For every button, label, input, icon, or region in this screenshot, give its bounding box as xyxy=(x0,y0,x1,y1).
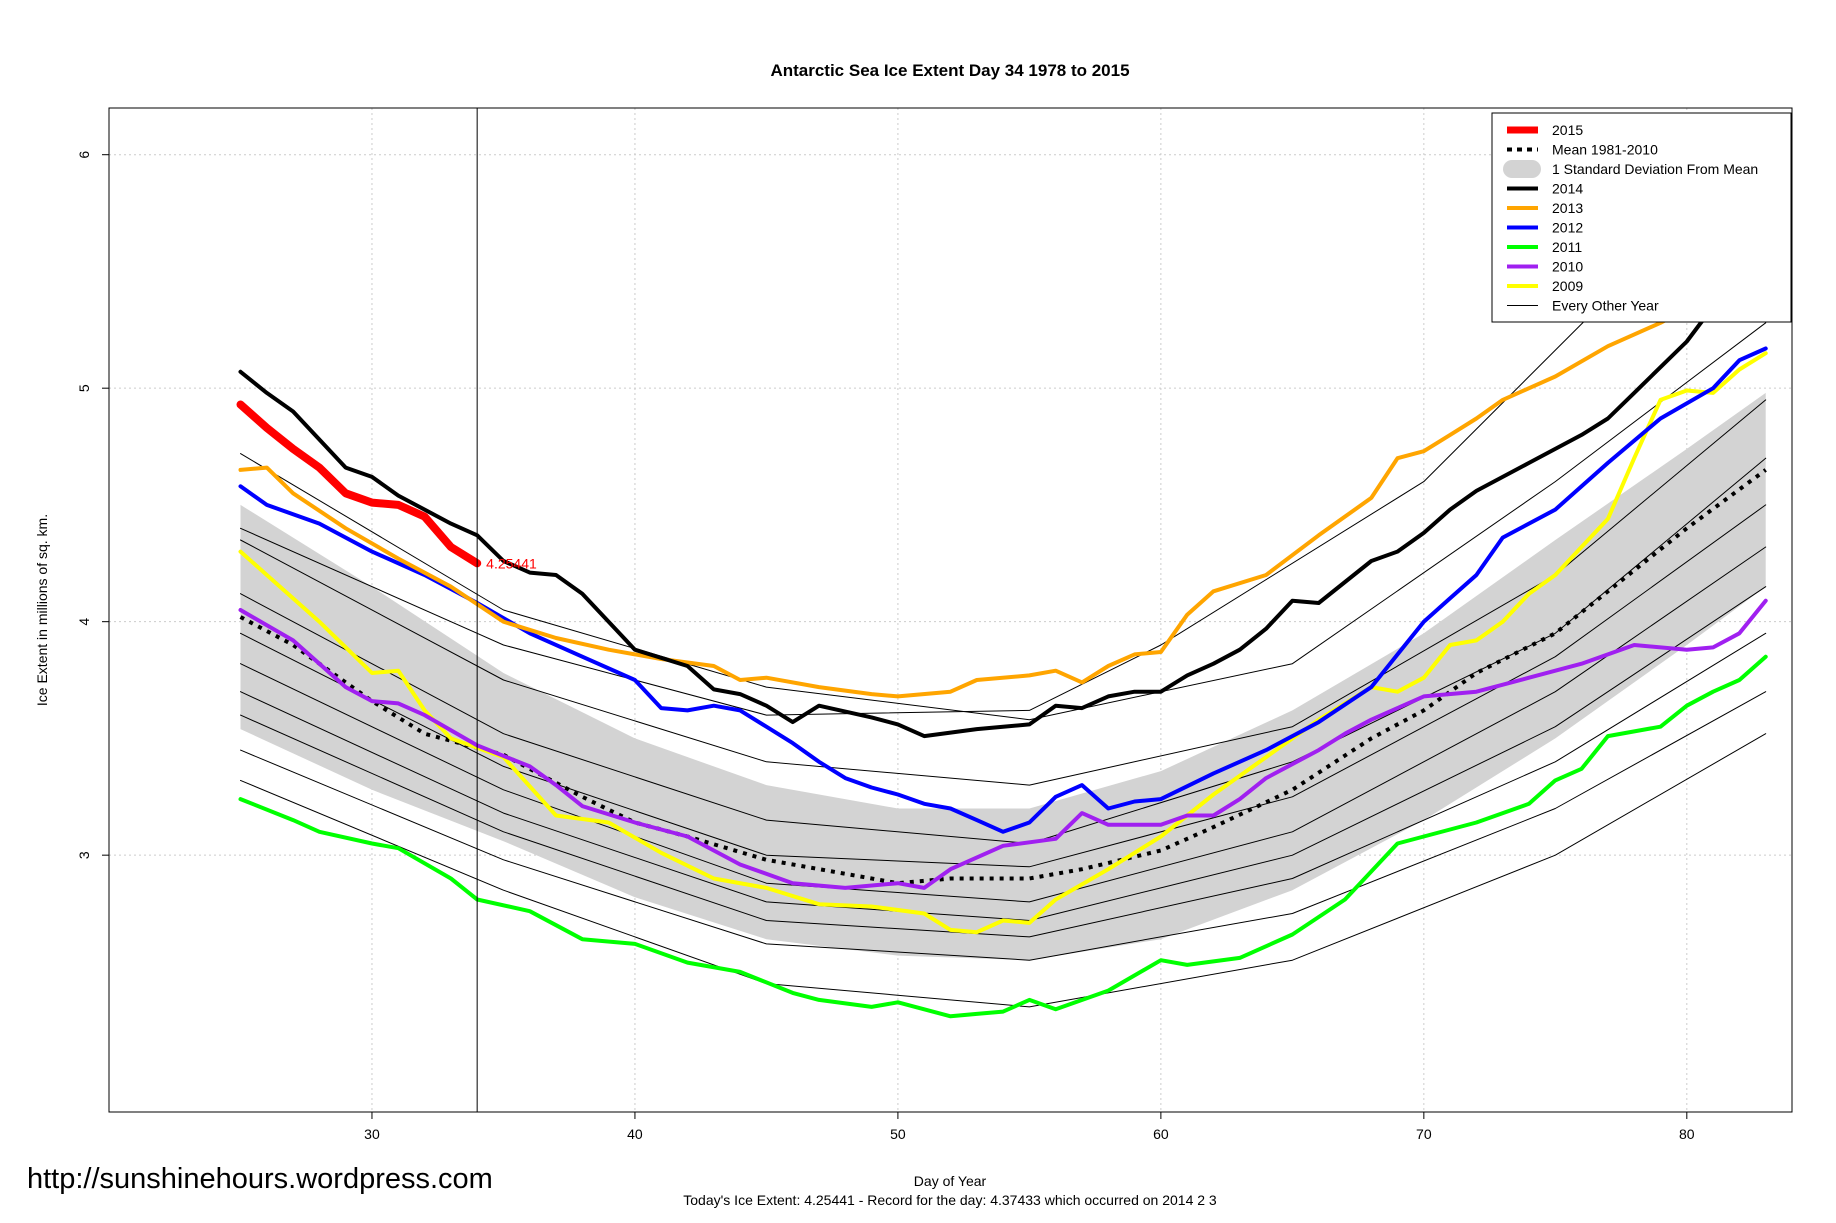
legend-item-2015: 2015 xyxy=(1507,122,1583,138)
series-every-other-year-3 xyxy=(240,504,1767,868)
y-tick-label-4: 4 xyxy=(76,618,92,626)
y-tick-label-6: 6 xyxy=(76,151,92,159)
footer-note: Today's Ice Extent: 4.25441 - Record for… xyxy=(683,1192,1217,1208)
chart-title: Antarctic Sea Ice Extent Day 34 1978 to … xyxy=(770,61,1129,80)
legend-label: 2012 xyxy=(1552,220,1583,236)
series-every-other-year-4 xyxy=(240,546,1767,903)
legend-label: 2011 xyxy=(1552,239,1582,255)
y-tick-label-5: 5 xyxy=(76,384,92,392)
legend-box xyxy=(1491,112,1792,323)
legend-item-2014: 2014 xyxy=(1507,181,1583,197)
x-tick-label-70: 70 xyxy=(1416,1126,1432,1142)
legend-label: 2015 xyxy=(1552,122,1583,138)
series-2012-14 xyxy=(238,346,1768,834)
legend-item-2013: 2013 xyxy=(1507,200,1583,216)
legend-label: 2010 xyxy=(1552,259,1583,275)
series-2014-16 xyxy=(238,253,1768,739)
series-layer xyxy=(236,142,1768,1019)
x-axis: 30 40 50 60 70 80 xyxy=(364,1112,1695,1142)
legend-item-2009: 2009 xyxy=(1507,278,1583,294)
legend-item-every-other-year: Every Other Year xyxy=(1507,298,1659,314)
series-every-other-year-6 xyxy=(240,632,1767,938)
x-tick-label-50: 50 xyxy=(890,1126,906,1142)
legend-item-mean-1981-2010: Mean 1981-2010 xyxy=(1507,142,1658,158)
series-every-other-year-7 xyxy=(240,691,1767,961)
legend-label: 2014 xyxy=(1552,181,1583,197)
y-axis: 3 4 5 6 xyxy=(76,151,109,859)
legend-label: 2009 xyxy=(1552,278,1583,294)
current-value-label: 4.25441 xyxy=(486,555,537,571)
legend-label: Every Other Year xyxy=(1552,298,1659,314)
x-tick-label-40: 40 xyxy=(627,1126,643,1142)
series-mean-1981-2010-10 xyxy=(239,468,1767,886)
x-axis-title: Day of Year xyxy=(914,1173,987,1189)
x-tick-label-30: 30 xyxy=(364,1126,380,1142)
legend-item-2010: 2010 xyxy=(1507,259,1583,275)
legend: 2015 Mean 1981-2010 1 Standard Deviation F… xyxy=(1491,112,1792,323)
legend-label: 2013 xyxy=(1552,200,1583,216)
series-2011-11 xyxy=(238,654,1768,1019)
series-2015-17 xyxy=(236,400,482,568)
x-tick-label-60: 60 xyxy=(1153,1126,1169,1142)
y-axis-title: Ice Extent in millions of sq. km. xyxy=(34,514,50,706)
legend-item-2011: 2011 xyxy=(1507,239,1582,255)
series-every-other-year-8 xyxy=(240,733,1767,1008)
series-2013-15 xyxy=(238,257,1768,699)
legend-swatch xyxy=(1503,160,1541,178)
x-tick-label-80: 80 xyxy=(1679,1126,1695,1142)
y-tick-label-3: 3 xyxy=(76,851,92,859)
legend-item-1-standard-deviation-from-mean: 1 Standard Deviation From Mean xyxy=(1503,160,1758,178)
source-url[interactable]: http://sunshinehours.wordpress.com xyxy=(27,1163,493,1195)
series-2010-13 xyxy=(238,598,1768,890)
series-every-other-year-0 xyxy=(240,322,1767,721)
plot-border xyxy=(108,107,1793,1113)
legend-label: 1 Standard Deviation From Mean xyxy=(1552,161,1758,177)
legend-item-2012: 2012 xyxy=(1507,220,1583,236)
legend-label: Mean 1981-2010 xyxy=(1552,142,1658,158)
